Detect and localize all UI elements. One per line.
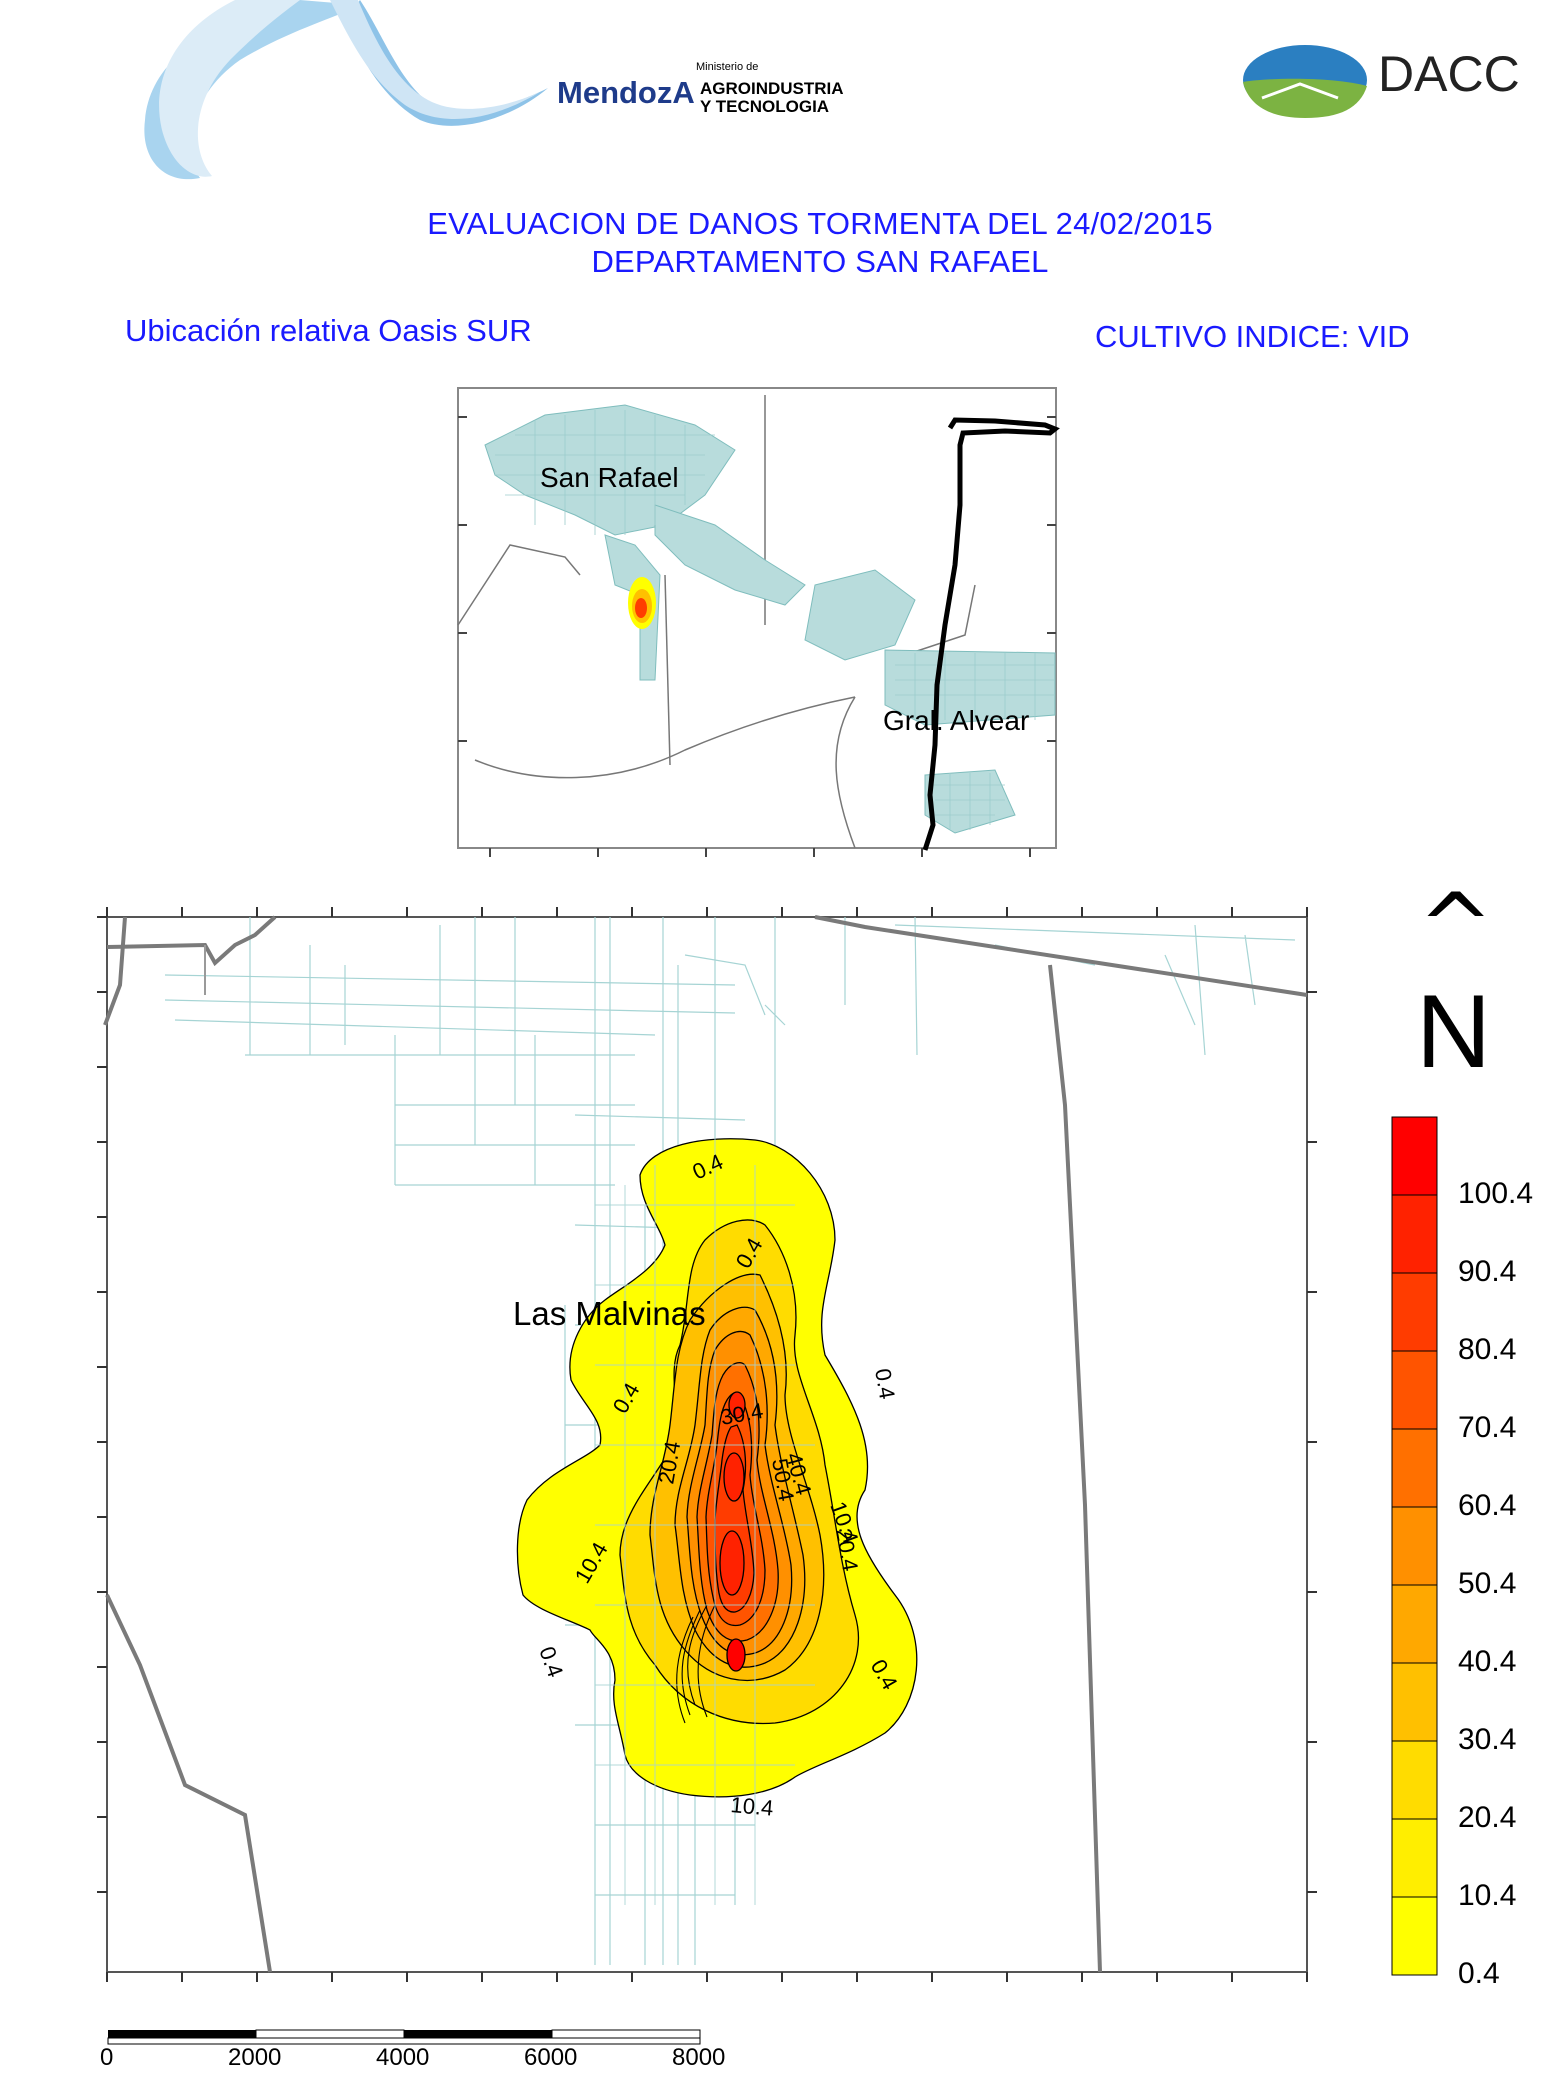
damage-contour-field bbox=[516, 1138, 918, 1798]
title-line2: DEPARTAMENTO SAN RAFAEL bbox=[591, 244, 1049, 279]
scale-seg-1 bbox=[108, 2030, 256, 2038]
ministry-line2: Y TECNOLOGIA bbox=[700, 97, 829, 116]
legend-swatch-90.4 bbox=[1391, 1272, 1438, 1352]
inset-main-road bbox=[922, 417, 1060, 851]
contour-grid-overlay bbox=[595, 1135, 815, 1905]
legend-swatch-50.4 bbox=[1391, 1584, 1438, 1664]
north-arrow-letter: N bbox=[1416, 974, 1492, 1090]
legend-swatch-top bbox=[1391, 1116, 1438, 1196]
legend-label-60-4: 60.4 bbox=[1458, 1489, 1517, 1522]
legend-label-10-4: 10.4 bbox=[1458, 1879, 1517, 1912]
flag-ribbon-logo bbox=[144, 0, 548, 180]
legend-colorbar bbox=[1391, 1116, 1438, 1976]
legend-label-0-4: 0.4 bbox=[1458, 1957, 1500, 1990]
scale-lower-bar bbox=[107, 2037, 701, 2045]
dacc-logo: DACC bbox=[1243, 45, 1520, 118]
main-map-boundaries bbox=[103, 915, 1308, 1973]
ministry-small: Ministerio de bbox=[696, 61, 758, 73]
legend-swatch-60.4 bbox=[1391, 1506, 1438, 1586]
legend-label-20-4: 20.4 bbox=[1458, 1801, 1517, 1834]
scale-label-4000: 4000 bbox=[376, 2044, 430, 2071]
legend-swatch-80.4 bbox=[1391, 1350, 1438, 1430]
scale-label-8000: 8000 bbox=[672, 2044, 726, 2071]
legend-label-50-4: 50.4 bbox=[1458, 1567, 1517, 1600]
inset-map: San Rafael Gral. Alvear bbox=[457, 387, 1060, 857]
inset-cultivated-areas bbox=[484, 404, 1056, 834]
subtitle-location: Ubicación relativa Oasis SUR bbox=[125, 313, 532, 348]
inset-damage-hotspot bbox=[628, 577, 656, 629]
contour-label-0-4-right: 0.4 bbox=[870, 1367, 900, 1401]
legend-label-40-4: 40.4 bbox=[1458, 1645, 1517, 1678]
scale-bar bbox=[107, 2029, 701, 2045]
legend-label-100-4: 100.4 bbox=[1458, 1177, 1534, 1210]
legend-label-70-4: 70.4 bbox=[1458, 1411, 1517, 1444]
main-map-ticks bbox=[97, 907, 1317, 1982]
scale-label-2000: 2000 bbox=[228, 2044, 282, 2071]
subtitle-crop: CULTIVO INDICE: VID bbox=[1095, 319, 1410, 354]
scale-label-6000: 6000 bbox=[524, 2044, 578, 2071]
legend-label-90-4: 90.4 bbox=[1458, 1255, 1517, 1288]
inset-road-grid bbox=[495, 410, 1055, 830]
legend-swatch-30.4 bbox=[1391, 1740, 1438, 1820]
legend-swatch-100.4 bbox=[1391, 1194, 1438, 1274]
scale-label-0: 0 bbox=[100, 2044, 114, 2071]
dacc-text: DACC bbox=[1378, 46, 1520, 102]
legend-swatch-70.4 bbox=[1391, 1428, 1438, 1508]
legend-swatch-40.4 bbox=[1391, 1662, 1438, 1742]
label-gral-alvear: Gral. Alvear bbox=[883, 705, 1029, 736]
header-logos: MendozA Ministerio de AGROINDUSTRIA Y TE… bbox=[144, 0, 1520, 180]
scale-seg-3 bbox=[404, 2030, 552, 2038]
legend-label-80-4: 80.4 bbox=[1458, 1333, 1517, 1366]
title-line1: EVALUACION DE DANOS TORMENTA DEL 24/02/2… bbox=[427, 206, 1213, 241]
label-las-malvinas: Las Malvinas bbox=[513, 1295, 706, 1332]
scale-seg-2 bbox=[255, 2029, 405, 2039]
main-map: 0.4 0.4 0.4 0.4 0.4 0.4 10.4 10.4 10.4 2… bbox=[97, 907, 1317, 1982]
mendoza-brand: MendozA bbox=[557, 75, 695, 110]
scale-seg-4 bbox=[551, 2029, 701, 2039]
mendoza-logo: MendozA Ministerio de AGROINDUSTRIA Y TE… bbox=[557, 61, 844, 116]
contour-label-10-4-south: 10.4 bbox=[730, 1792, 775, 1821]
legend-label-30-4: 30.4 bbox=[1458, 1723, 1517, 1756]
north-arrow-caret: ^ bbox=[1418, 874, 1494, 979]
legend-swatch-10.4 bbox=[1391, 1896, 1438, 1976]
inset-ticks bbox=[458, 416, 1056, 857]
legend-swatch-20.4 bbox=[1391, 1818, 1438, 1898]
ministry-line1: AGROINDUSTRIA bbox=[700, 79, 844, 98]
label-san-rafael: San Rafael bbox=[540, 462, 679, 493]
